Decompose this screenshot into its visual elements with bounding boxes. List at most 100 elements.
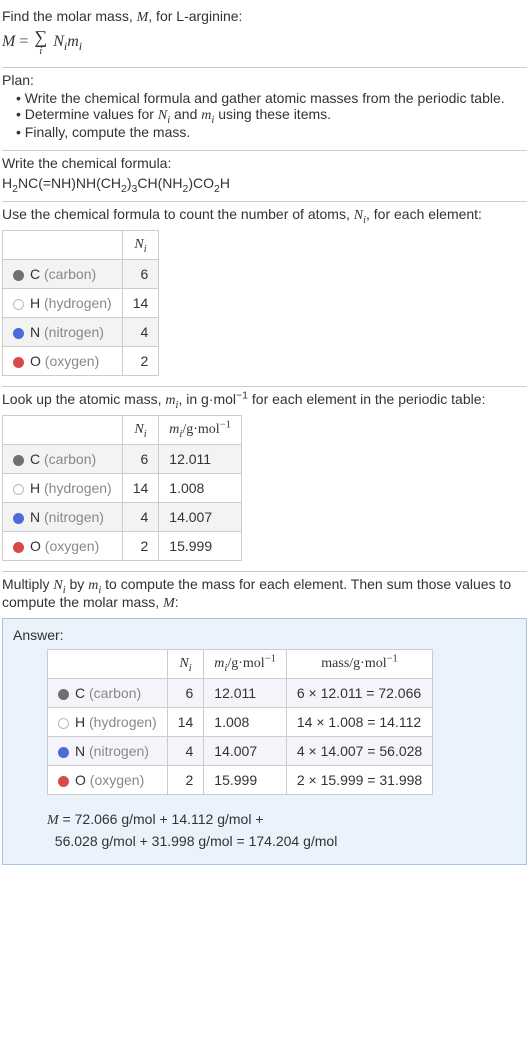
count-title: Use the chemical formula to count the nu… — [2, 206, 527, 224]
element-name: (oxygen) — [90, 772, 144, 788]
element-dot-icon — [13, 299, 24, 310]
element-name: (hydrogen) — [44, 295, 112, 311]
intro-text: Find the molar mass, — [2, 8, 137, 24]
n-cell: 6 — [167, 679, 204, 708]
element-cell: C (carbon) — [3, 260, 123, 289]
element-symbol: O — [30, 538, 41, 554]
table-row: H (hydrogen)141.00814 × 1.008 = 14.112 — [48, 708, 433, 737]
element-symbol: C — [30, 451, 40, 467]
element-dot-icon — [58, 776, 69, 787]
table-row: N (nitrogen)4 — [3, 318, 159, 347]
table-row: C (carbon)612.011 — [3, 445, 242, 474]
element-name: (hydrogen) — [89, 714, 157, 730]
plan-item: Write the chemical formula and gather at… — [16, 90, 527, 106]
table-row: H (hydrogen)14 — [3, 289, 159, 318]
element-dot-icon — [13, 328, 24, 339]
answer-box: Answer: Ni mi/g·mol−1 mass/g·mol−1 C (ca… — [2, 618, 527, 865]
m-cell: 12.011 — [204, 679, 287, 708]
table-header-empty — [48, 650, 168, 679]
plan-list: Write the chemical formula and gather at… — [2, 90, 527, 140]
table-header-row: Ni mi/g·mol−1 — [3, 416, 242, 445]
n-cell: 2 — [122, 347, 159, 376]
table-header-row: Ni mi/g·mol−1 mass/g·mol−1 — [48, 650, 433, 679]
n-cell: 14 — [122, 474, 159, 503]
element-name: (hydrogen) — [44, 480, 112, 496]
answer-block: Multiply Ni by mi to compute the mass fo… — [2, 572, 527, 875]
answer-title: Answer: — [13, 627, 516, 643]
m-cell: 1.008 — [159, 474, 242, 503]
plan-item: Determine values for Ni and mi using the… — [16, 106, 527, 124]
count-block: Use the chemical formula to count the nu… — [2, 202, 527, 386]
table-header-empty — [3, 416, 123, 445]
plan-block: Plan: Write the chemical formula and gat… — [2, 68, 527, 150]
table-header-empty — [3, 231, 123, 260]
mass-cell: 14 × 1.008 = 14.112 — [286, 708, 432, 737]
mass-cell: 6 × 12.011 = 72.066 — [286, 679, 432, 708]
m-cell: 15.999 — [204, 766, 287, 795]
element-name: (oxygen) — [45, 538, 99, 554]
table-row: H (hydrogen) 141.008 — [3, 474, 242, 503]
chem-title: Write the chemical formula: — [2, 155, 527, 171]
n-cell: 6 — [122, 260, 159, 289]
table-row: N (nitrogen)414.007 — [3, 503, 242, 532]
formula-M: M — [2, 33, 15, 50]
m-cell: 15.999 — [159, 532, 242, 561]
plan-title: Plan: — [2, 72, 527, 88]
element-symbol: H — [30, 480, 40, 496]
element-cell: N (nitrogen) — [48, 737, 168, 766]
element-symbol: H — [75, 714, 85, 730]
element-symbol: O — [75, 772, 86, 788]
element-symbol: O — [30, 353, 41, 369]
mass-block: Look up the atomic mass, mi, in g·mol−1 … — [2, 387, 527, 571]
element-name: (carbon) — [44, 266, 96, 282]
n-cell: 4 — [122, 318, 159, 347]
element-dot-icon — [58, 747, 69, 758]
element-dot-icon — [13, 455, 24, 466]
intro-block: Find the molar mass, M, for L-arginine: … — [2, 4, 527, 67]
table-header-mi: mi/g·mol−1 — [204, 650, 287, 679]
element-cell: O (oxygen) — [3, 532, 123, 561]
element-name: (carbon) — [44, 451, 96, 467]
element-name: (nitrogen) — [89, 743, 149, 759]
n-cell: 2 — [122, 532, 159, 561]
element-cell: H (hydrogen) — [3, 289, 123, 318]
m-cell: 12.011 — [159, 445, 242, 474]
sigma-symbol: ∑ — [34, 28, 47, 46]
element-dot-icon — [13, 484, 24, 495]
n-cell: 2 — [167, 766, 204, 795]
element-dot-icon — [58, 718, 69, 729]
plan-item: Finally, compute the mass. — [16, 124, 527, 140]
element-dot-icon — [13, 513, 24, 524]
table-row: O (oxygen) 2 — [3, 347, 159, 376]
count-table: Ni C (carbon)6H (hydrogen)14N (nitrogen)… — [2, 230, 159, 376]
element-cell: C (carbon) — [48, 679, 168, 708]
element-cell: N (nitrogen) — [3, 503, 123, 532]
element-symbol: N — [30, 509, 40, 525]
mass-table: Ni mi/g·mol−1 C (carbon)612.011H (hydrog… — [2, 415, 242, 561]
table-header-mass: mass/g·mol−1 — [286, 650, 432, 679]
m-cell: 14.007 — [159, 503, 242, 532]
element-dot-icon — [58, 689, 69, 700]
intro-M: M — [137, 10, 149, 25]
sigma-under: i — [34, 46, 47, 57]
element-name: (carbon) — [89, 685, 141, 701]
term-N: Ni — [53, 33, 67, 50]
multiply-text: Multiply Ni by mi to compute the mass fo… — [2, 576, 527, 612]
chem-block: Write the chemical formula: H2NC(=NH)NH(… — [2, 151, 527, 201]
final-result: M = 72.066 g/mol + 14.112 g/mol + 56.028… — [47, 809, 516, 852]
element-dot-icon — [13, 270, 24, 281]
table-row: C (carbon)612.0116 × 12.011 = 72.066 — [48, 679, 433, 708]
element-symbol: H — [30, 295, 40, 311]
element-cell: H (hydrogen) — [48, 708, 168, 737]
element-dot-icon — [13, 542, 24, 553]
table-row: C (carbon)6 — [3, 260, 159, 289]
molar-mass-formula: M = ∑i Nimi — [2, 26, 527, 57]
intro-tail: , for L-arginine: — [148, 8, 242, 24]
element-name: (nitrogen) — [44, 509, 104, 525]
element-cell: C (carbon) — [3, 445, 123, 474]
table-row: O (oxygen)215.9992 × 15.999 = 31.998 — [48, 766, 433, 795]
element-cell: N (nitrogen) — [3, 318, 123, 347]
element-name: (oxygen) — [45, 353, 99, 369]
table-row: N (nitrogen)414.0074 × 14.007 = 56.028 — [48, 737, 433, 766]
mass-title: Look up the atomic mass, mi, in g·mol−1 … — [2, 391, 527, 409]
